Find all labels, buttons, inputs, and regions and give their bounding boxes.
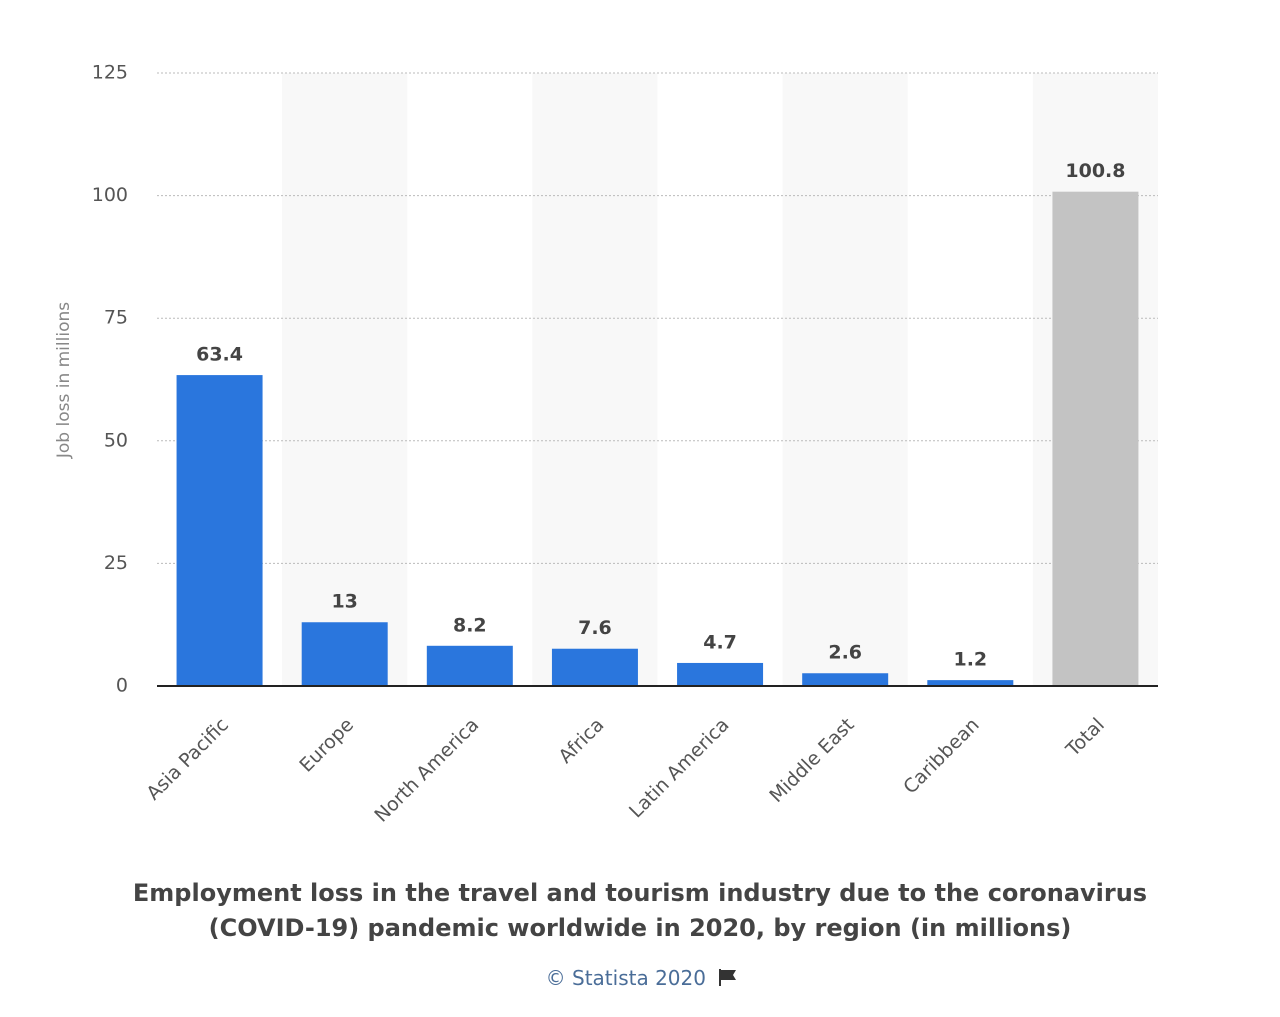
y-tick-label: 25 bbox=[104, 552, 128, 574]
data-label: 63.4 bbox=[196, 344, 243, 366]
x-tick-label: North America bbox=[370, 714, 483, 827]
y-axis-label: Job loss in millions bbox=[54, 302, 74, 459]
data-label: 1.2 bbox=[953, 649, 987, 671]
bar bbox=[176, 375, 263, 686]
bar bbox=[551, 648, 638, 686]
flag-icon[interactable] bbox=[716, 967, 738, 987]
y-tick-label: 100 bbox=[92, 184, 128, 206]
bar bbox=[1052, 191, 1139, 686]
data-label: 13 bbox=[331, 591, 357, 613]
band-shade bbox=[282, 73, 408, 686]
band-shade bbox=[532, 73, 658, 686]
data-label: 2.6 bbox=[828, 642, 862, 664]
y-tick-label: 0 bbox=[116, 675, 128, 697]
x-tick-label: Caribbean bbox=[899, 714, 983, 798]
x-tick-label: Latin America bbox=[625, 714, 733, 822]
chart: Job loss in millions 0 25 50 75 100 125 Asia P… bbox=[54, 62, 1158, 827]
bar bbox=[677, 662, 764, 686]
chart-title: Employment loss in the travel and touris… bbox=[132, 879, 1148, 942]
x-tick-label: Middle East bbox=[765, 714, 858, 807]
bar bbox=[301, 622, 388, 686]
bar bbox=[802, 673, 889, 686]
bar bbox=[927, 680, 1014, 686]
data-label: 4.7 bbox=[703, 631, 737, 653]
data-label: 8.2 bbox=[453, 614, 487, 636]
y-tick-label: 125 bbox=[92, 62, 128, 84]
data-label: 7.6 bbox=[578, 617, 612, 639]
y-tick-label: 50 bbox=[104, 429, 128, 451]
source: © Statista 2020 bbox=[0, 966, 1280, 990]
source-text: © Statista 2020 bbox=[545, 966, 706, 990]
bar bbox=[426, 645, 513, 686]
data-label: 100.8 bbox=[1065, 160, 1125, 182]
y-tick-label: 75 bbox=[104, 307, 128, 329]
band-shade bbox=[782, 73, 908, 686]
x-tick-label: Europe bbox=[295, 714, 358, 777]
x-tick-label: Africa bbox=[554, 714, 608, 768]
x-tick-label: Asia Pacific bbox=[142, 714, 233, 805]
x-tick-label: Total bbox=[1061, 714, 1109, 762]
